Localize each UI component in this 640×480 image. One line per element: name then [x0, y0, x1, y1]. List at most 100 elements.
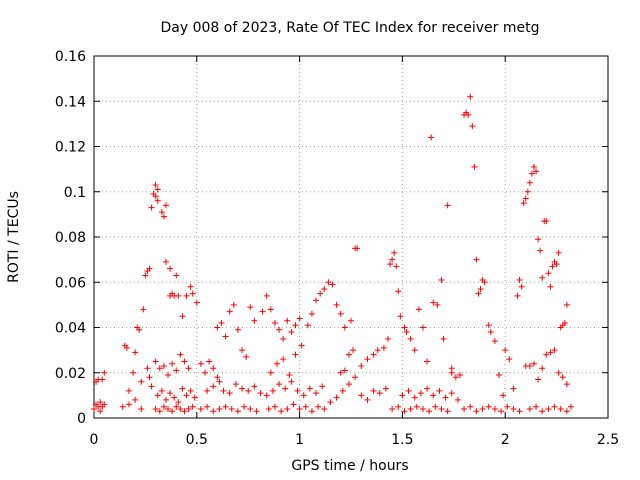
data-point: [173, 367, 180, 374]
data-point: [187, 283, 194, 290]
data-point: [524, 188, 531, 195]
data-point: [567, 403, 574, 410]
x-tick-label: 2.5: [597, 432, 619, 448]
data-point: [101, 369, 108, 376]
data-point: [419, 324, 426, 331]
data-point: [177, 351, 184, 358]
data-point: [491, 405, 498, 412]
data-point: [467, 403, 474, 410]
data-point: [286, 372, 293, 379]
data-point: [156, 408, 163, 415]
data-point: [183, 292, 190, 299]
data-point: [99, 376, 106, 383]
data-point: [471, 163, 478, 170]
data-point: [370, 351, 377, 358]
data-point: [169, 408, 176, 415]
data-point: [210, 383, 217, 390]
data-point: [526, 405, 533, 412]
data-point: [545, 405, 552, 412]
data-point: [498, 408, 505, 415]
data-point: [158, 209, 165, 216]
data-point: [154, 197, 161, 204]
data-point: [154, 186, 161, 193]
y-tick-label: 0.16: [55, 49, 86, 65]
data-point: [454, 396, 461, 403]
data-point: [341, 324, 348, 331]
data-point: [302, 403, 309, 410]
data-point: [428, 134, 435, 141]
data-point: [97, 408, 104, 415]
data-point: [280, 335, 287, 342]
data-point: [539, 365, 546, 372]
y-tick-label: 0.1: [64, 185, 86, 201]
data-point: [339, 387, 346, 394]
data-point: [160, 213, 167, 220]
data-point: [345, 381, 352, 388]
data-point: [271, 319, 278, 326]
grid-lines: [94, 56, 608, 418]
data-point: [276, 381, 283, 388]
data-point: [319, 383, 326, 390]
data-point: [144, 365, 151, 372]
data-point: [444, 202, 451, 209]
data-point: [563, 381, 570, 388]
data-point: [539, 408, 546, 415]
x-tick-label: 1.5: [391, 432, 413, 448]
data-point: [257, 390, 264, 397]
data-point: [204, 403, 211, 410]
data-point: [438, 405, 445, 412]
data-point: [183, 392, 190, 399]
data-point: [535, 236, 542, 243]
data-point: [167, 390, 174, 397]
data-point: [380, 344, 387, 351]
data-point: [535, 376, 542, 383]
data-point: [152, 181, 159, 188]
data-point: [181, 408, 188, 415]
y-tick-label: 0: [77, 411, 86, 427]
data-point: [300, 392, 307, 399]
data-point: [273, 360, 280, 367]
y-tick-label: 0.08: [55, 230, 86, 246]
data-point: [514, 292, 521, 299]
data-point: [528, 170, 535, 177]
data-point: [530, 163, 537, 170]
y-tick-label: 0.06: [55, 275, 86, 291]
data-point: [125, 387, 132, 394]
data-point: [376, 390, 383, 397]
data-point: [333, 394, 340, 401]
data-point: [234, 408, 241, 415]
data-point: [487, 329, 494, 336]
data-point: [467, 93, 474, 100]
data-point: [148, 383, 155, 390]
data-point: [251, 383, 258, 390]
data-point: [345, 351, 352, 358]
axis-ticks: 0 0.02 0.04 0.06 0.08 0.1 0.12 0.14 0.16 0 0.5 1 1.5…: [55, 49, 619, 448]
data-point: [352, 374, 359, 381]
data-point: [185, 365, 192, 372]
data-point: [265, 405, 272, 412]
data-point: [491, 338, 498, 345]
data-point: [160, 362, 167, 369]
data-point: [226, 308, 233, 315]
data-point: [210, 408, 217, 415]
data-point: [358, 392, 365, 399]
data-point: [202, 369, 209, 376]
data-point: [442, 394, 449, 401]
data-point: [271, 403, 278, 410]
data-point: [280, 356, 287, 363]
data-point: [228, 405, 235, 412]
y-tick-label: 0.14: [55, 94, 86, 110]
data-point: [169, 360, 176, 367]
data-point: [175, 399, 182, 406]
data-point: [263, 292, 270, 299]
data-point: [204, 387, 211, 394]
data-point: [399, 392, 406, 399]
data-point: [553, 261, 560, 268]
data-point: [397, 313, 404, 320]
data-point: [296, 405, 303, 412]
y-tick-label: 0.02: [55, 366, 86, 382]
data-point: [214, 324, 221, 331]
data-point: [173, 403, 180, 410]
data-point: [510, 385, 517, 392]
data-point: [146, 265, 153, 272]
